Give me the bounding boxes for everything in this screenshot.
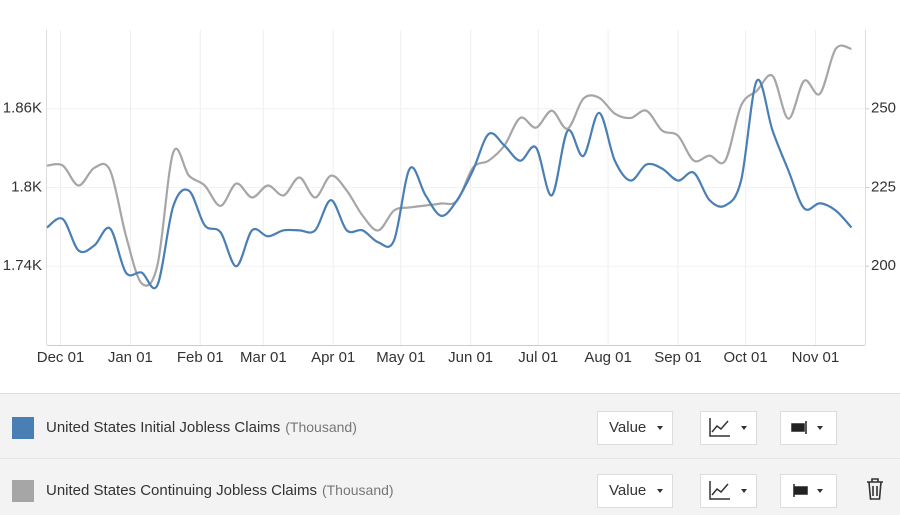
trash-icon[interactable] <box>867 478 883 500</box>
x-tick-label: Jun 01 <box>448 349 493 366</box>
y2-tick-label: 225 <box>871 178 896 195</box>
legend-swatch <box>12 417 34 439</box>
y2-tick-label: 250 <box>871 100 896 117</box>
y-tick-label: 1.8K <box>11 178 42 195</box>
x-tick-label: Aug 01 <box>584 349 632 366</box>
display-label: Value <box>609 482 646 499</box>
legend-label: United States Continuing Jobless Claims (… <box>46 482 394 499</box>
series-unit: (Thousand) <box>322 482 394 498</box>
x-tick-label: Nov 01 <box>792 349 840 366</box>
x-tick-label: Sep 01 <box>654 349 702 366</box>
x-tick-label: Jul 01 <box>518 349 558 366</box>
dropdown-arrow <box>657 426 663 430</box>
axis-dropdown[interactable] <box>780 474 837 508</box>
legend: United States Initial Jobless Claims (Tho… <box>12 411 837 508</box>
dropdown-arrow <box>657 489 663 493</box>
series-name: United States Initial Jobless Claims <box>46 419 280 436</box>
dropdown-arrow <box>817 426 823 430</box>
x-tick-label: May 01 <box>376 349 425 366</box>
line-icon <box>709 481 730 500</box>
series-unit: (Thousand) <box>285 419 357 435</box>
dropdown-arrow <box>817 489 823 493</box>
dropdown-arrow <box>741 489 747 493</box>
x-tick-label: Mar 01 <box>240 349 287 366</box>
y-tick-label: 1.86K <box>3 100 42 117</box>
line-icon <box>709 418 730 437</box>
legend-swatch <box>12 480 34 502</box>
chart-type-dropdown[interactable] <box>700 474 757 508</box>
x-tick-label: Apr 01 <box>311 349 355 366</box>
series-line <box>46 78 853 290</box>
x-tick-label: Jan 01 <box>108 349 153 366</box>
dropdown-arrow <box>741 426 747 430</box>
axis-icon <box>791 421 807 434</box>
y2-tick-label: 200 <box>871 257 896 274</box>
axis-dropdown[interactable] <box>780 411 837 445</box>
display-label: Value <box>609 419 646 436</box>
chart-type-dropdown[interactable] <box>700 411 757 445</box>
legend-label: United States Initial Jobless Claims (Tho… <box>46 419 357 436</box>
x-tick-label: Feb 01 <box>177 349 224 366</box>
x-tick-label: Oct 01 <box>723 349 767 366</box>
series-line <box>46 44 852 287</box>
series-name: United States Continuing Jobless Claims <box>46 482 317 499</box>
axis-icon <box>793 484 808 497</box>
y-tick-label: 1.74K <box>3 257 42 274</box>
x-tick-label: Dec 01 <box>37 349 85 366</box>
